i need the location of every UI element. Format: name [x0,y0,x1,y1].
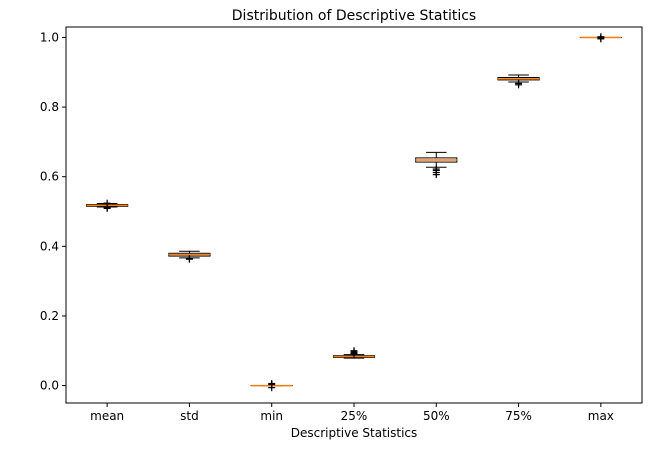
outlier [515,79,523,87]
x-axis-label: Descriptive Statistics [291,426,418,440]
box-mean [86,199,129,212]
box-max [579,33,622,43]
box-25% [332,347,376,359]
y-axis: 0.0 0.2 0.4 0.6 0.8 1.0 [40,30,66,393]
outlier [350,347,358,355]
outlier [597,33,605,41]
boxes [86,33,622,392]
chart-title: Distribution of Descriptive Statitics [232,8,476,24]
box-min [250,380,293,392]
x-tick-label: max [588,409,614,423]
x-axis: mean std min 25% 50% 75% max [90,403,614,423]
x-tick-label: 50% [423,409,450,423]
box-75% [497,74,540,89]
box-std [168,250,211,263]
y-tick-label: 1.0 [40,30,59,44]
y-tick-label: 0.6 [40,170,59,184]
box-50% [415,151,458,179]
outlier [268,380,276,388]
outlier [185,255,193,263]
x-tick-label: std [180,409,199,423]
plot-frame [65,26,643,404]
y-tick-label: 0.8 [40,100,59,114]
y-tick-label: 0.2 [40,309,59,323]
x-tick-label: 75% [505,409,532,423]
x-tick-label: 25% [341,409,368,423]
plot-area [65,26,643,404]
outlier [103,199,111,207]
outlier [432,165,440,173]
x-tick-label: min [260,409,283,423]
y-tick-label: 0.0 [40,379,59,393]
x-tick-label: mean [90,409,124,423]
y-tick-label: 0.4 [40,239,59,253]
